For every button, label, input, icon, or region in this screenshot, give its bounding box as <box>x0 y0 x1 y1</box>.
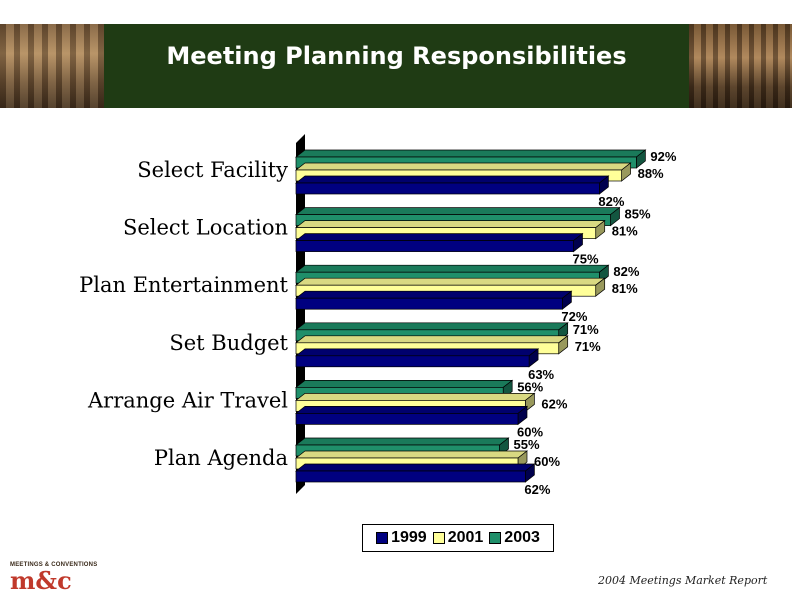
value-label-2003: 82% <box>613 264 639 279</box>
legend-item-1999: 1999 <box>376 529 427 547</box>
title-banner <box>104 24 689 108</box>
bar-top-face <box>294 335 569 344</box>
value-label-1999: 60% <box>517 424 543 439</box>
bar-top-face <box>294 290 573 299</box>
bar-top-face <box>294 220 606 228</box>
bar-top-face <box>294 380 514 388</box>
bar-top-face <box>294 437 510 446</box>
value-label-2003: 71% <box>573 322 599 337</box>
bar-front-face <box>295 413 519 425</box>
mc-logo: MEETINGS & CONVENTIONS m&c <box>10 562 98 596</box>
bar-top-face <box>294 463 536 472</box>
value-label-2003: 85% <box>625 207 651 222</box>
bar-1999 <box>294 463 536 483</box>
value-label-1999: 75% <box>573 252 599 267</box>
bar-2001 <box>294 277 606 297</box>
bar-front-face <box>295 240 574 252</box>
bar-1999 <box>294 348 540 368</box>
logo-main-text: m&c <box>10 566 72 595</box>
bar-top-face <box>294 162 632 171</box>
value-label-2001: 81% <box>612 224 638 239</box>
value-label-2003: 55% <box>514 437 540 452</box>
value-label-1999: 62% <box>524 482 550 497</box>
bar-top-face <box>294 348 540 357</box>
legend-item-2001: 2001 <box>432 529 484 547</box>
value-label-2001: 62% <box>541 396 567 411</box>
value-label-1999: 63% <box>528 367 554 382</box>
value-label-1999: 72% <box>561 309 587 324</box>
bar-front-face <box>295 297 563 310</box>
bar-front-face <box>295 355 530 368</box>
value-label-2001: 71% <box>575 339 601 354</box>
bar-2003 <box>294 379 514 400</box>
footer-source: 2004 Meetings Market Report <box>598 574 768 587</box>
page-title: Meeting Planning Responsibilities <box>166 42 627 70</box>
category-label: Plan Entertainment <box>79 273 288 297</box>
bar-top-face <box>294 175 610 184</box>
category-label: Plan Agenda <box>154 446 288 470</box>
legend-label-1999: 1999 <box>391 529 427 546</box>
bar-2003 <box>294 149 647 169</box>
value-label-2001: 88% <box>638 166 664 181</box>
bar-top-face <box>294 450 529 459</box>
legend-swatch-1999 <box>376 532 389 544</box>
bar-2003 <box>294 437 510 457</box>
bar-2001 <box>294 392 536 413</box>
bar-front-face <box>295 470 526 483</box>
ballroom-photo-left <box>0 24 104 108</box>
bar-top-face <box>294 149 647 158</box>
category-label: Select Facility <box>137 158 288 182</box>
value-label-2003: 56% <box>517 379 543 394</box>
category-label: Arrange Air Travel <box>87 388 288 412</box>
bar-2003 <box>294 206 621 227</box>
value-label-1999: 82% <box>598 194 624 209</box>
ballroom-photo-right <box>689 24 792 108</box>
category-label: Set Budget <box>169 331 288 355</box>
legend-swatch-2001 <box>432 532 445 544</box>
legend-item-2003: 2003 <box>489 529 540 547</box>
bar-top-face <box>294 393 536 401</box>
bar-top-face <box>294 406 529 414</box>
bar-1999 <box>294 175 610 195</box>
value-label-2001: 81% <box>612 281 638 296</box>
bar-2003 <box>294 322 569 342</box>
bar-1999 <box>294 290 573 310</box>
bar-top-face <box>294 277 606 286</box>
header: Meeting Planning Responsibilities <box>0 24 792 108</box>
chart-legend: 1999 2001 2003 <box>362 524 554 552</box>
bar-front-face <box>295 182 600 195</box>
legend-label-2003: 2003 <box>504 529 540 546</box>
bar-2001 <box>294 335 569 355</box>
bar-2003 <box>294 264 610 284</box>
legend-label-2001: 2001 <box>447 529 484 546</box>
logo-top-text: MEETINGS & CONVENTIONS <box>10 562 98 568</box>
legend-swatch-2003 <box>489 532 502 544</box>
bar-top-face <box>294 207 621 215</box>
value-label-2003: 92% <box>650 149 676 164</box>
bar-1999 <box>294 405 529 426</box>
bar-1999 <box>294 232 584 253</box>
bar-top-face <box>294 233 584 241</box>
category-label: Select Location <box>123 216 288 240</box>
bar-top-face <box>294 322 569 331</box>
bar-top-face <box>294 264 610 273</box>
value-label-2001: 60% <box>534 454 560 469</box>
